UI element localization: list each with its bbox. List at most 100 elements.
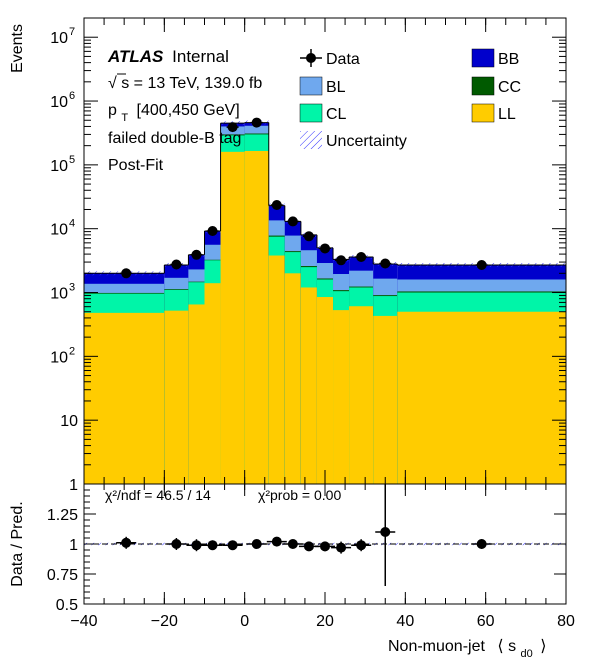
x-axis-label-sub: d0 xyxy=(521,648,533,660)
ratio-point-11 xyxy=(356,540,367,551)
ratio-point-13 xyxy=(476,539,487,549)
legend-swatch-bl xyxy=(299,76,323,96)
x-axis-label: Non-muon-jet ⟨ s d0 ⟩ xyxy=(388,638,546,661)
pt-p: p xyxy=(108,102,117,119)
chi2-prob: χ²prob = 0.00 xyxy=(258,487,341,503)
bar-ll-bin-6 xyxy=(268,255,285,484)
svg-text:Non-muon-jet ⟨ s d: Non-muon-jet ⟨ s d0 ⟩ xyxy=(388,638,546,661)
bar-ll-bin-10 xyxy=(333,310,350,484)
legend: Data BB BL CC CL LL Uncertainty xyxy=(299,48,521,150)
data-point-0 xyxy=(121,268,132,279)
data-points xyxy=(120,117,488,279)
y-tick-exp-7: 7 xyxy=(69,26,75,38)
data-point-4 xyxy=(227,122,238,133)
ratio-point-2 xyxy=(191,540,202,551)
legend-label-ll: LL xyxy=(498,106,516,123)
bar-ll-bin-13 xyxy=(397,311,566,484)
legend-label-uncertainty: Uncertainty xyxy=(326,133,407,150)
y-tick-label-3: 10 xyxy=(50,286,68,303)
legend-label-cc: CC xyxy=(498,79,521,96)
ratio-point-5 xyxy=(251,539,262,549)
data-point-8 xyxy=(303,231,314,242)
fit-label: Post-Fit xyxy=(108,157,164,174)
bar-ll-bin-11 xyxy=(349,306,374,484)
x-tick-label-1: −20 xyxy=(151,613,178,630)
legend-swatch-ll xyxy=(471,103,495,123)
x-tick-label-3: 20 xyxy=(316,613,334,630)
svg-text:p T [400,450 GeV]: p T [400,450 GeV] xyxy=(108,102,240,125)
y-tick-label-0: 1 xyxy=(69,477,78,494)
internal-label: Internal xyxy=(172,47,229,66)
tag-label: failed double-B tag xyxy=(108,130,241,147)
data-point-10 xyxy=(336,255,347,266)
ratio-panel xyxy=(84,484,566,586)
data-point-9 xyxy=(320,243,330,254)
bar-ll-bin-4 xyxy=(220,151,245,484)
data-point-5 xyxy=(251,117,262,128)
y-tick-label-4: 10 xyxy=(50,222,68,239)
svg-text:ATLAS Internal: ATLAS Internal xyxy=(107,47,229,66)
bar-ll-bin-7 xyxy=(284,273,301,484)
x-axis-label-close: ⟩ xyxy=(540,638,546,655)
y-axis-label: Events xyxy=(9,24,26,73)
y-tick-exp-4: 4 xyxy=(69,218,75,230)
legend-uncertainty-swatch xyxy=(300,131,322,149)
ratio-point-4 xyxy=(227,540,238,551)
bar-ll-bin-9 xyxy=(316,297,334,484)
data-point-6 xyxy=(271,200,282,211)
ratio-point-6 xyxy=(271,536,282,547)
bar-ll-bin-8 xyxy=(300,287,317,484)
bar-ll-bin-5 xyxy=(244,150,269,484)
ratio-point-8 xyxy=(303,541,314,552)
legend-swatch-cl xyxy=(299,103,323,123)
bar-ll-bin-12 xyxy=(373,315,398,484)
ratio-point-7 xyxy=(287,539,298,549)
ratio-tick-label-0: 0.5 xyxy=(56,597,78,614)
pt-sub: T xyxy=(121,112,128,124)
ratio-point-12 xyxy=(380,527,391,537)
y-tick-exp-5: 5 xyxy=(69,154,75,166)
ratio-point-10 xyxy=(336,542,347,553)
x-tick-label-4: 40 xyxy=(396,613,414,630)
bar-ll-bin-2 xyxy=(188,304,205,484)
y-tick-label-2: 10 xyxy=(50,349,68,366)
ratio-point-9 xyxy=(320,541,330,552)
stacked-histogram xyxy=(84,120,566,485)
data-point-7 xyxy=(287,216,298,227)
atlas-label: ATLAS xyxy=(107,47,164,66)
bar-ll-bin-3 xyxy=(204,283,221,484)
y-tick-label-7: 10 xyxy=(50,30,68,47)
x-tick-label-2: 0 xyxy=(240,613,249,630)
data-point-2 xyxy=(191,249,202,260)
svg-text:√ s = 13 TeV, 139.0 fb: √ s = 13 TeV, 139.0 fb xyxy=(108,75,262,92)
ratio-tick-label-3: 1.25 xyxy=(47,507,78,524)
data-point-13 xyxy=(476,259,487,270)
ratio-tick-label-1: 0.75 xyxy=(47,567,78,584)
ratio-y-axis-label: Data / Pred. xyxy=(9,501,26,586)
y-tick-label-5: 10 xyxy=(50,158,68,175)
legend-label-data: Data xyxy=(326,51,360,68)
data-point-3 xyxy=(207,226,218,237)
bar-ll-bin-0 xyxy=(84,312,165,484)
y-tick-label-6: 10 xyxy=(50,94,68,111)
pt-range: [400,450 GeV] xyxy=(137,102,240,119)
legend-label-cl: CL xyxy=(326,106,347,123)
x-axis-label-symbol: ⟨ s xyxy=(497,638,516,655)
ratio-stats: χ²/ndf = 46.5 / 14 χ²prob = 0.00 xyxy=(105,487,341,503)
ratio-point-1 xyxy=(171,539,182,549)
x-tick-label-5: 60 xyxy=(477,613,495,630)
legend-data-marker xyxy=(306,53,316,63)
data-point-11 xyxy=(356,252,367,263)
data-point-1 xyxy=(171,259,182,270)
y-tick-exp-3: 3 xyxy=(69,282,75,294)
legend-swatch-cc xyxy=(471,76,495,96)
y-tick-exp-2: 2 xyxy=(69,345,75,357)
energy-label: s = 13 TeV, 139.0 fb xyxy=(121,75,262,92)
ratio-point-0 xyxy=(121,537,132,548)
y-tick-exp-6: 6 xyxy=(69,90,75,102)
x-tick-label-0: −40 xyxy=(70,613,97,630)
bar-ll-bin-1 xyxy=(164,310,189,484)
legend-label-bb: BB xyxy=(498,51,519,68)
